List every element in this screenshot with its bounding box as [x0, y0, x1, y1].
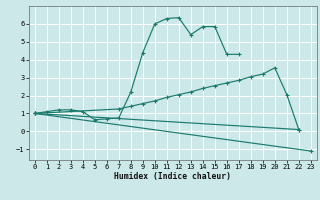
X-axis label: Humidex (Indice chaleur): Humidex (Indice chaleur)	[114, 172, 231, 181]
